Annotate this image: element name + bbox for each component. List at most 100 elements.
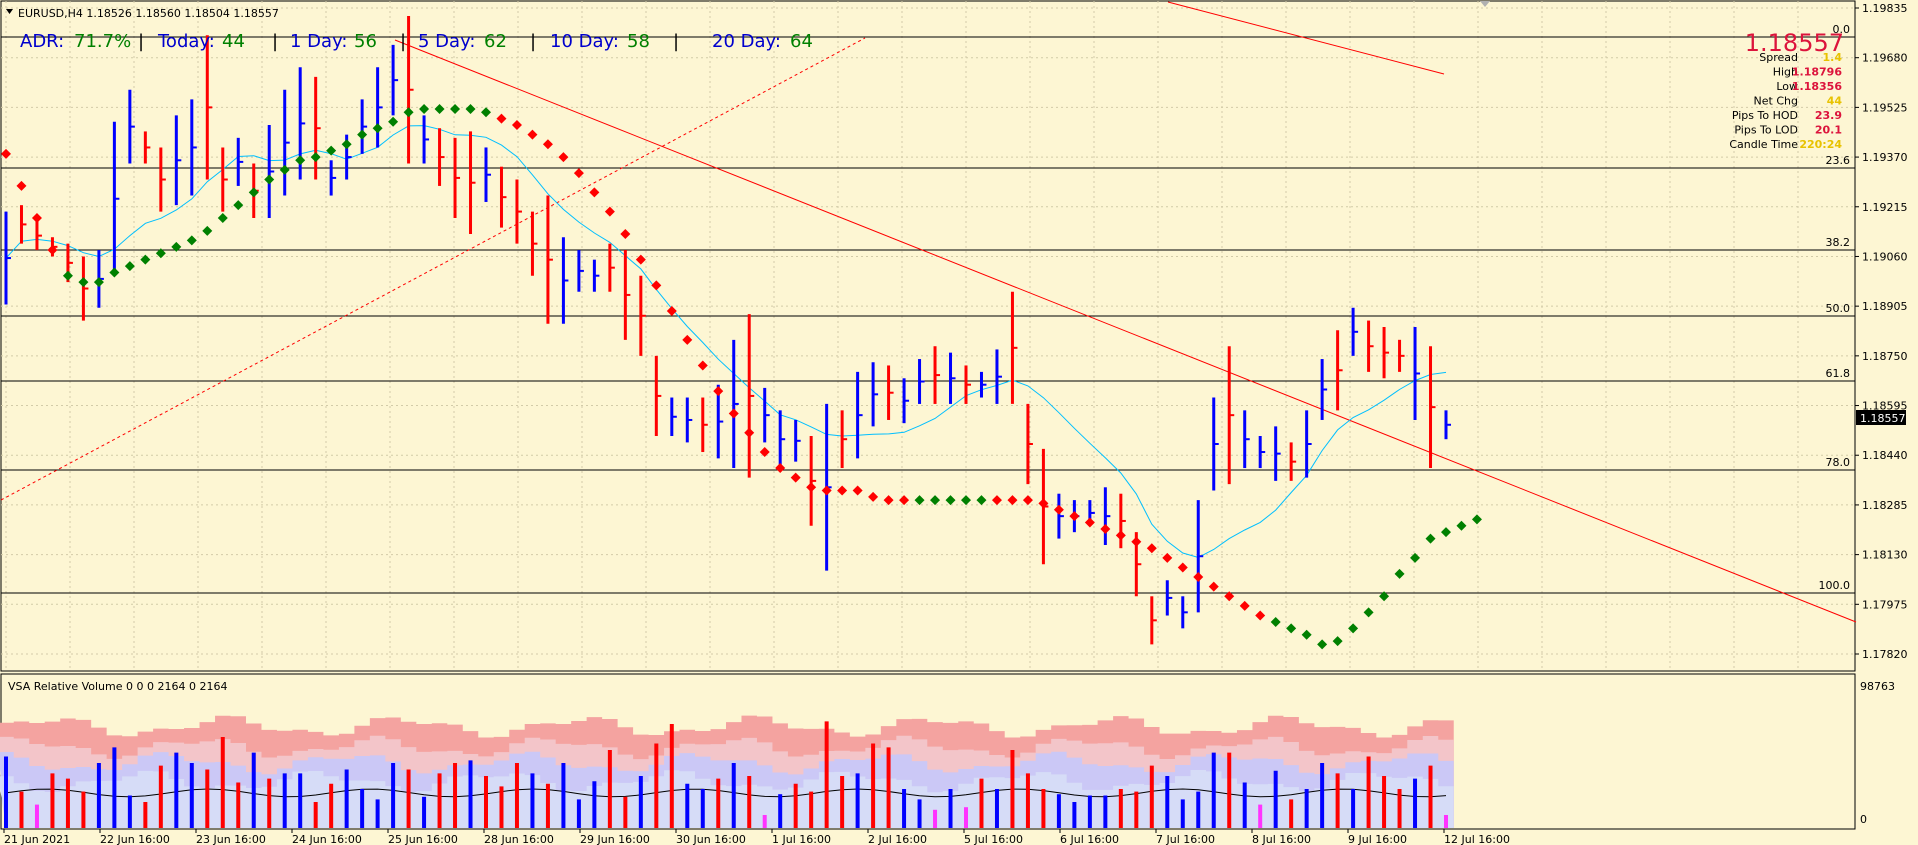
time-tick-label: 9 Jul 16:00 <box>1348 833 1407 845</box>
volume-axis-top: 98763 <box>1860 680 1895 693</box>
separator: | <box>673 31 679 52</box>
psar-dot <box>1053 504 1064 515</box>
info-row-value: 23.9 <box>1815 109 1842 122</box>
psar-dot <box>1441 527 1451 538</box>
fib-level-label: 50.0 <box>1826 302 1851 315</box>
ohlc-bar <box>1212 397 1219 491</box>
price-axis[interactable]: 1.19835 1.19680 1.19525 1.19370 1.19215 1.190… <box>1855 2 1908 661</box>
psar-dot <box>388 116 399 127</box>
ohlc-bar <box>205 35 213 180</box>
ohlc-bar <box>1150 596 1157 645</box>
ohlc-bar <box>1243 410 1250 469</box>
info-row-label: Candle Time <box>1729 138 1798 151</box>
price-tick-label: 1.19525 <box>1862 101 1908 114</box>
caret-down-icon[interactable] <box>6 9 13 14</box>
psar-dot <box>1224 591 1235 602</box>
psar-dot <box>341 139 352 150</box>
adr-bar: ADR: 71.7% | Today: 44 | 1 Day: 56 | 5 D… <box>20 31 813 52</box>
ohlc-bar <box>639 275 646 356</box>
fib-level-label: 23.6 <box>1826 154 1851 167</box>
day10-label: 10 Day: <box>550 31 619 52</box>
day1-value: 56 <box>354 31 377 52</box>
psar-dot <box>1 148 11 159</box>
psar-dot <box>1146 543 1157 554</box>
ohlc-bar <box>964 365 971 404</box>
info-row-label: Pips To HOD <box>1732 109 1798 122</box>
psar-dot <box>140 254 151 265</box>
psar-dot <box>1301 629 1312 640</box>
ohlc-bar <box>670 397 677 436</box>
ohlc-bar <box>887 365 894 420</box>
psar-dot <box>883 495 894 506</box>
time-tick-label: 25 Jun 16:00 <box>388 833 458 845</box>
ohlc-bar <box>918 359 925 404</box>
psar-dot <box>1239 600 1250 611</box>
adr-value: 71.7% <box>74 31 131 52</box>
price-tick-label: 1.18595 <box>1862 400 1908 413</box>
psar-dot <box>1193 572 1204 583</box>
ohlc-bar <box>360 99 368 154</box>
time-tick-label: 6 Jul 16:00 <box>1060 833 1119 845</box>
psar-dot <box>868 491 879 502</box>
psar-dot <box>744 427 755 438</box>
price-tick-label: 1.19835 <box>1862 2 1908 15</box>
fib-level-label: 38.2 <box>1826 236 1851 249</box>
volume-indicator-title: VSA Relative Volume 0 0 0 2164 0 2164 <box>8 680 227 693</box>
ohlc-bar <box>1289 442 1297 481</box>
psar-dot <box>1131 536 1142 547</box>
trendline-descending[interactable] <box>394 39 1857 623</box>
ohlc-bar <box>1320 359 1328 420</box>
psar-dot <box>1255 610 1266 621</box>
psar-dot <box>1471 514 1482 525</box>
psar-dot <box>1069 511 1080 522</box>
psar-dot <box>1177 562 1188 573</box>
info-row-value: 1.18796 <box>1792 66 1842 79</box>
price-tick-label: 1.18285 <box>1862 499 1908 512</box>
psar-dot <box>372 123 383 134</box>
info-row-label: Low <box>1776 80 1798 93</box>
price-tick-label: 1.19370 <box>1862 151 1908 164</box>
ohlc-bar <box>979 371 987 398</box>
ohlc-bar <box>35 221 42 251</box>
psar-dot <box>945 495 956 506</box>
ohlc-bar <box>236 137 244 186</box>
ohlc-bar <box>809 435 817 526</box>
ohlc-bar <box>515 179 522 244</box>
ohlc-bar <box>1274 426 1281 481</box>
time-axis[interactable]: 21 Jun 2021 22 Jun 16:00 23 Jun 16:00 24 Ju… <box>3 829 1510 845</box>
trendline-upper[interactable] <box>1167 1 1445 75</box>
psar-dot <box>1100 523 1111 534</box>
ohlc-bar <box>469 131 476 235</box>
psar-dot <box>713 386 724 397</box>
psar-dot <box>558 152 569 163</box>
ohlc-bar <box>592 259 600 292</box>
psar-dot <box>806 482 817 493</box>
ohlc-bar <box>376 67 383 148</box>
ohlc-bar <box>1444 410 1451 440</box>
day1-label: 1 Day: <box>290 31 347 52</box>
ohlc-bar <box>778 410 786 469</box>
fib-level-label: 100.0 <box>1819 579 1851 592</box>
day5-label: 5 Day: <box>418 31 475 52</box>
ohlc-bar <box>4 211 11 305</box>
time-tick-label: 5 Jul 16:00 <box>964 833 1023 845</box>
psar-dot <box>155 248 166 259</box>
info-row-value: 20.1 <box>1815 124 1842 137</box>
ohlc-bar <box>1181 596 1188 629</box>
trendline-dotted[interactable] <box>0 37 866 501</box>
volume-histogram <box>0 715 1454 828</box>
ohlc-bar <box>1413 326 1421 420</box>
price-chart-frame[interactable] <box>0 0 1856 672</box>
psar-dot <box>635 254 646 265</box>
time-tick-label: 24 Jun 16:00 <box>292 833 362 845</box>
psar-dot <box>759 447 770 458</box>
info-row-value: 1.4 <box>1823 51 1843 64</box>
ohlc-bar <box>1336 330 1343 411</box>
psar-dot <box>357 129 368 140</box>
psar-dot <box>465 103 476 114</box>
chart-shift-marker-icon[interactable] <box>1480 1 1490 7</box>
psar-dot <box>233 200 244 211</box>
psar-dot <box>991 495 1002 506</box>
